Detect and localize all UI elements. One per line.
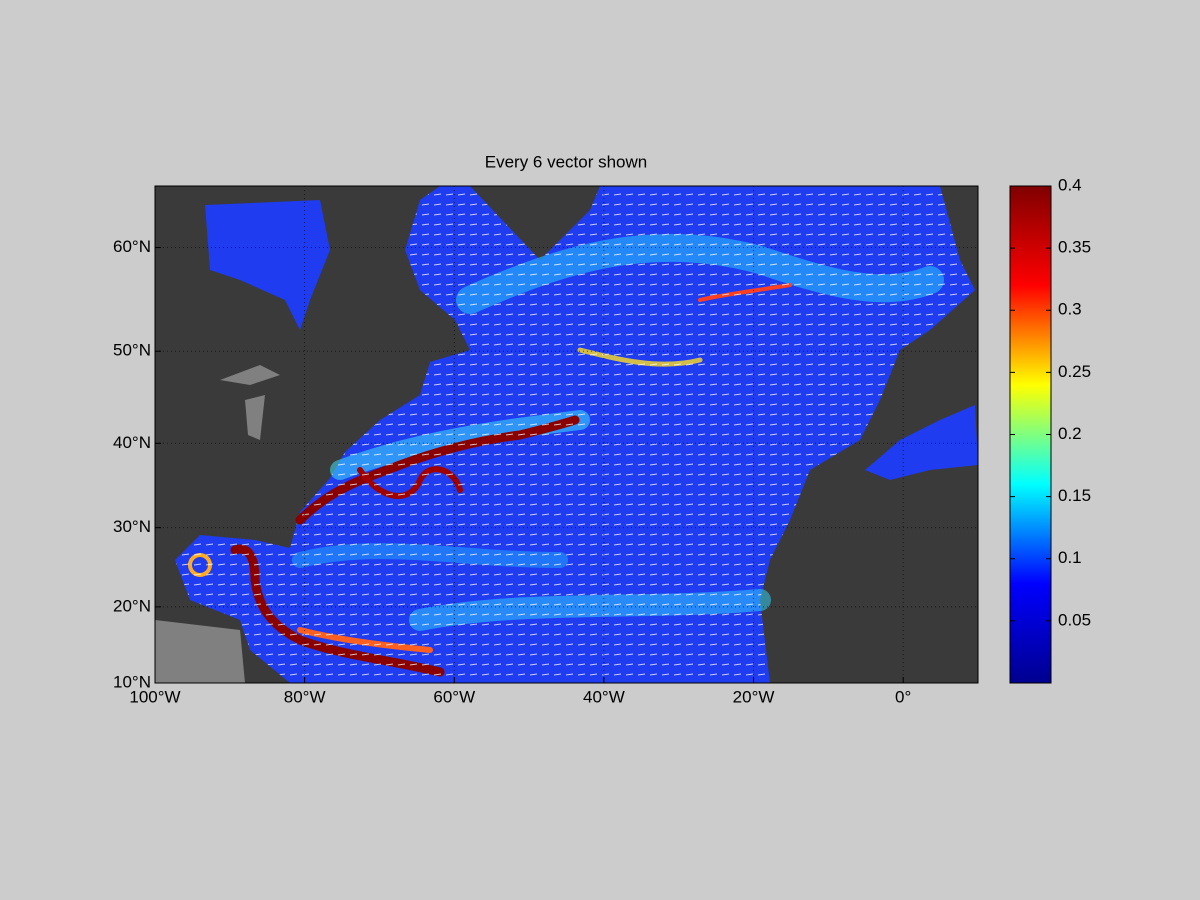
colorbar-tick-label: 0.05 [1058,610,1091,629]
map-area [155,186,978,683]
x-tick-label: 20°W [733,687,775,706]
x-tick-label: 0° [895,687,911,706]
x-tick-label: 100°W [129,687,180,706]
mediterranean [865,405,978,480]
colorbar-tick-label: 0.35 [1058,238,1091,257]
colorbar-tick-label: 0.25 [1058,362,1091,381]
colorbar [1009,185,1052,684]
y-tick-label: 20°N [113,596,151,615]
chart-title: Every 6 vector shown [485,152,648,171]
lakes [155,365,280,683]
x-tick-label: 80°W [284,687,326,706]
y-tick-label: 30°N [113,517,151,536]
colorbar-tick-label: 0.1 [1058,548,1082,567]
y-tick-label: 10°N [113,672,151,691]
y-tick-label: 60°N [113,237,151,256]
colorbar-tick-label: 0.4 [1058,175,1082,194]
hudson-bay [205,200,330,330]
y-tick-label: 40°N [113,433,151,452]
colorbar-tick-label: 0.3 [1058,300,1082,319]
colorbar-tick-label: 0.2 [1058,424,1082,443]
colorbar-tick-label: 0.15 [1058,486,1091,505]
y-tick-label: 50°N [113,341,151,360]
x-tick-label: 40°W [583,687,625,706]
vector-field [175,186,975,683]
x-tick-label: 60°W [433,687,475,706]
